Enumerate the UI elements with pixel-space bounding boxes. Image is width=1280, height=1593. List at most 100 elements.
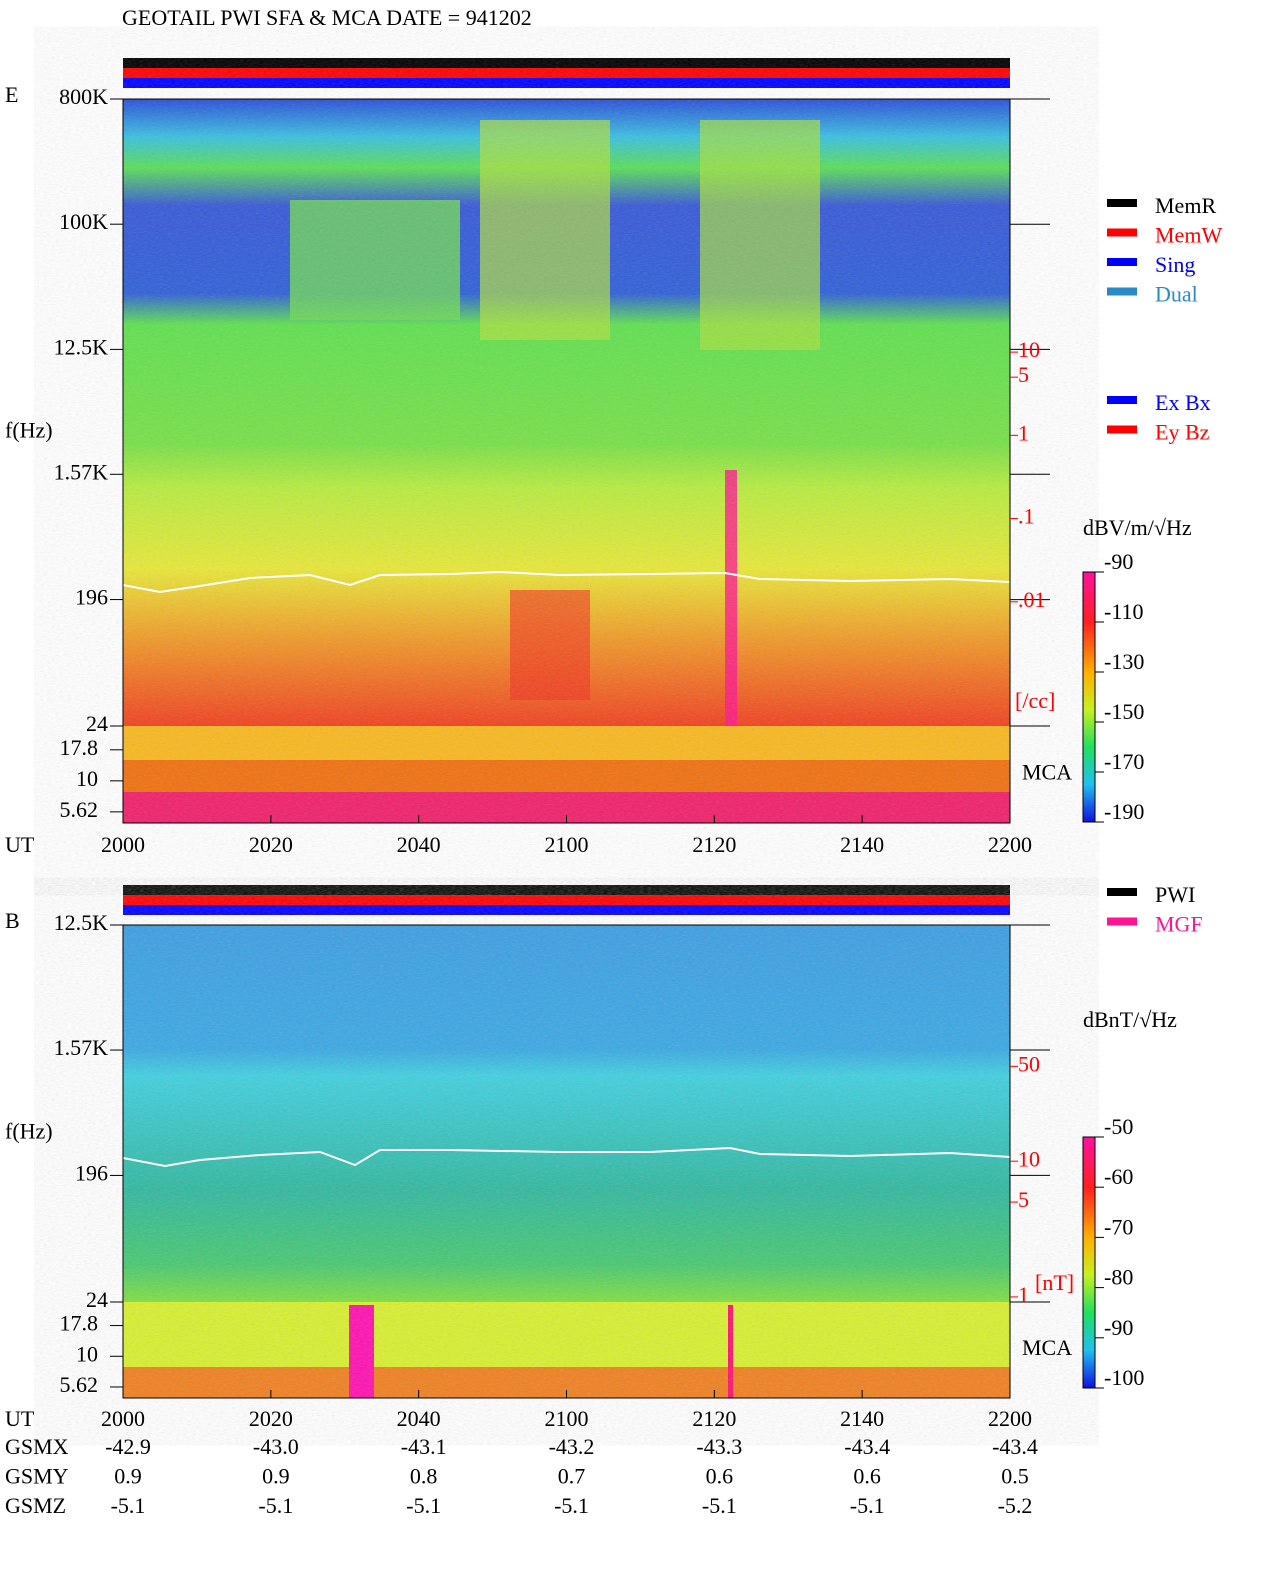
status-bar: [123, 78, 1010, 88]
orbit-label: GSMZ: [5, 1493, 66, 1518]
status-bar: [123, 905, 1010, 915]
x-axis-label: UT: [5, 832, 35, 857]
orbit-value: -5.2: [998, 1493, 1033, 1518]
legend-swatch: [1107, 287, 1137, 296]
orbit-value: 0.5: [1001, 1464, 1029, 1489]
density-tick-label: 10: [1018, 1146, 1040, 1171]
orbit-value: -5.1: [406, 1493, 441, 1518]
mca-tick-label: 17.8: [60, 1311, 99, 1336]
panel-label: E: [5, 82, 18, 107]
x-tick-label: 2020: [249, 832, 293, 857]
x-tick-label: 2040: [397, 1406, 441, 1431]
y-tick-label: 196: [75, 1160, 108, 1185]
colorbar-tick-label: -150: [1104, 699, 1144, 724]
orbit-value: 0.9: [262, 1464, 290, 1489]
density-tick-label: 5: [1018, 1187, 1029, 1212]
density-tick-label: 1: [1018, 1282, 1029, 1307]
mca-label: MCA: [1022, 760, 1072, 785]
status-bar: [123, 895, 1010, 905]
orbit-value: -5.1: [850, 1493, 885, 1518]
legend-label: MGF: [1155, 912, 1203, 937]
page-title: GEOTAIL PWI SFA & MCA DATE = 941202: [122, 5, 532, 30]
x-tick-label: 2200: [988, 832, 1032, 857]
orbit-value: 0.8: [410, 1464, 438, 1489]
field-line: [122, 1146, 1011, 1168]
mca-tick-label: 10: [76, 1341, 98, 1366]
orbit-value: -43.3: [696, 1434, 742, 1459]
legend-label: MemR: [1155, 193, 1216, 218]
legend-swatch: [1107, 258, 1137, 266]
colorbar-tick-label: -90: [1104, 1315, 1133, 1340]
orbit-value: -5.1: [258, 1493, 293, 1518]
density-unit: [/cc]: [1015, 688, 1055, 713]
mca-tick-label: 10: [76, 766, 98, 791]
mca-tick-label: 5.62: [60, 1372, 99, 1397]
legend-swatch: [1107, 425, 1137, 434]
colorbar-tick-label: -190: [1104, 799, 1144, 824]
y-axis-label: f(Hz): [5, 1119, 53, 1144]
orbit-label: GSMX: [5, 1434, 69, 1459]
orbit-value: -43.4: [992, 1434, 1038, 1459]
plasma-line: [122, 570, 1011, 594]
colorbar-unit: dBV/m/√Hz: [1083, 515, 1192, 540]
orbit-value: -43.2: [549, 1434, 595, 1459]
legend-swatch: [1107, 228, 1137, 237]
mca-tick-label: 5.62: [60, 797, 99, 822]
spectrogram-noise: [123, 99, 1010, 823]
legend-label: MemW: [1155, 223, 1222, 248]
orbit-value: 0.7: [558, 1464, 586, 1489]
orbit-value: -5.1: [111, 1493, 146, 1518]
orbit-value: 0.6: [706, 1464, 734, 1489]
legend-swatch: [1107, 917, 1137, 926]
status-bar: [123, 58, 1010, 68]
orbit-value: -43.1: [401, 1434, 447, 1459]
colorbar-tick-label: -80: [1104, 1265, 1133, 1290]
x-tick-label: 2020: [249, 1406, 293, 1431]
x-tick-label: 2120: [692, 832, 736, 857]
y-tick-label: 800K: [59, 84, 108, 109]
y-tick-label: 196: [75, 585, 108, 610]
legend-label: Ex Bx: [1155, 390, 1211, 415]
colorbar-tick-label: -50: [1104, 1114, 1133, 1139]
orbit-value: 0.6: [853, 1464, 881, 1489]
orbit-value: -42.9: [105, 1434, 151, 1459]
status-bar: [123, 68, 1010, 78]
orbit-value: -43.4: [844, 1434, 890, 1459]
colorbar-tick-label: -110: [1104, 599, 1144, 624]
density-tick-label: .1: [1018, 504, 1035, 529]
orbit-value: -5.1: [554, 1493, 589, 1518]
density-tick-label: 50: [1018, 1051, 1040, 1076]
colorbar-tick-label: -90: [1104, 549, 1133, 574]
y-tick-label: 24: [86, 1287, 108, 1312]
density-unit: [nT]: [1035, 1270, 1074, 1295]
y-tick-label: 12.5K: [54, 910, 109, 935]
mca-label: MCA: [1022, 1335, 1072, 1360]
density-tick-label: 10: [1018, 337, 1040, 362]
legend-label: PWI: [1155, 882, 1195, 907]
x-tick-label: 2140: [840, 1406, 884, 1431]
x-tick-label: 2140: [840, 832, 884, 857]
x-tick-label: 2000: [101, 832, 145, 857]
colorbar: [1082, 571, 1096, 823]
legend-swatch: [1107, 199, 1137, 207]
colorbar-unit: dBnT/√Hz: [1083, 1007, 1177, 1032]
status-bar: [123, 885, 1010, 895]
colorbar-tick-label: -170: [1104, 749, 1144, 774]
colorbar-tick-label: -70: [1104, 1214, 1133, 1239]
y-tick-label: 100K: [59, 209, 108, 234]
orbit-value: -43.0: [253, 1434, 299, 1459]
x-tick-label: 2100: [545, 1406, 589, 1431]
y-axis-label: f(Hz): [5, 418, 53, 443]
panel-label: B: [5, 908, 20, 933]
orbit-value: -5.1: [702, 1493, 737, 1518]
mca-tick-label: 17.8: [60, 735, 99, 760]
y-tick-label: 1.57K: [54, 1035, 109, 1060]
x-tick-label: 2100: [545, 832, 589, 857]
density-tick-label: 5: [1018, 362, 1029, 387]
colorbar-tick-label: -100: [1104, 1365, 1144, 1390]
legend-label: Dual: [1155, 282, 1198, 307]
density-tick-label: .01: [1018, 587, 1046, 612]
y-tick-label: 24: [86, 711, 108, 736]
colorbar-tick-label: -130: [1104, 649, 1144, 674]
